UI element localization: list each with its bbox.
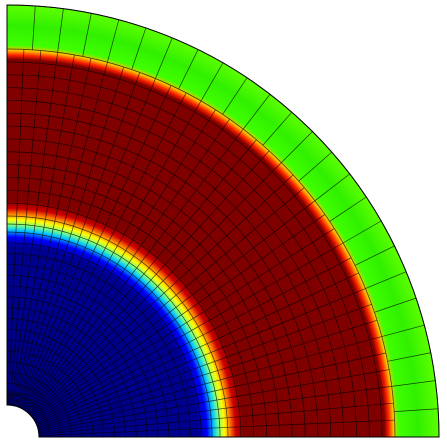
- mesh-radial: [22, 100, 202, 410]
- mesh-radial: [28, 150, 270, 414]
- mesh-radial: [37, 336, 382, 430]
- mesh-radial: [13, 58, 92, 406]
- mesh-radial: [18, 78, 156, 408]
- mesh-radial: [155, 37, 173, 79]
- mesh-radial: [262, 111, 293, 146]
- mesh-radial: [17, 72, 141, 408]
- mesh-radial: [131, 27, 147, 70]
- mesh-radial: [34, 242, 344, 422]
- mesh-radial: [33, 228, 335, 421]
- mesh-radial: [35, 272, 359, 424]
- mesh-radial: [394, 408, 439, 412]
- mesh-radial: [314, 173, 350, 202]
- mesh-radial: [29, 162, 282, 415]
- mesh-radial: [57, 8, 64, 53]
- mesh-radial: [10, 52, 58, 406]
- mesh-radial: [23, 109, 216, 411]
- mesh-radial: [107, 19, 120, 63]
- mesh-radial: [36, 288, 366, 426]
- mesh-ring: [6, 404, 40, 438]
- mesh-radial: [329, 196, 367, 222]
- mesh-radial: [20, 85, 172, 409]
- mesh-radial: [342, 220, 382, 244]
- mesh-radial: [35, 257, 352, 423]
- mesh-radial: [200, 62, 224, 102]
- mesh: [6, 4, 440, 438]
- mesh-radial: [26, 128, 244, 412]
- mesh-radial: [16, 66, 125, 407]
- mesh-radial: [32, 5, 36, 50]
- mesh-radial: [374, 297, 417, 313]
- mesh-radial: [9, 50, 42, 406]
- mesh-radial: [222, 77, 248, 115]
- mesh-radial: [281, 131, 313, 163]
- mesh-radial: [14, 62, 108, 407]
- mesh-radial: [391, 380, 436, 387]
- mesh-radial: [178, 49, 199, 90]
- mesh-radial: [38, 352, 386, 431]
- mesh-radial: [30, 174, 294, 416]
- mesh-radial: [31, 187, 305, 417]
- mesh-radial: [354, 245, 395, 266]
- mesh-radial: [381, 324, 425, 337]
- mesh-radial: [32, 200, 316, 418]
- mesh-radial: [365, 271, 407, 289]
- mesh-radial: [82, 13, 92, 57]
- mesh-radial: [298, 151, 333, 182]
- mesh-radial: [8, 49, 25, 406]
- mesh-radial: [37, 319, 378, 428]
- mesh-radial: [38, 369, 390, 432]
- mesh-radial: [36, 303, 372, 427]
- mesh-radial: [38, 402, 394, 435]
- mesh-radial: [242, 94, 271, 130]
- mesh-radial: [38, 419, 395, 436]
- mesh-radial: [12, 54, 75, 406]
- mesh-radial: [25, 118, 230, 411]
- mesh-radial: [21, 92, 187, 409]
- mesh-radial: [387, 352, 431, 362]
- mesh-radial: [27, 139, 257, 413]
- mesh-radial: [33, 214, 326, 419]
- mesh-radial: [38, 386, 392, 434]
